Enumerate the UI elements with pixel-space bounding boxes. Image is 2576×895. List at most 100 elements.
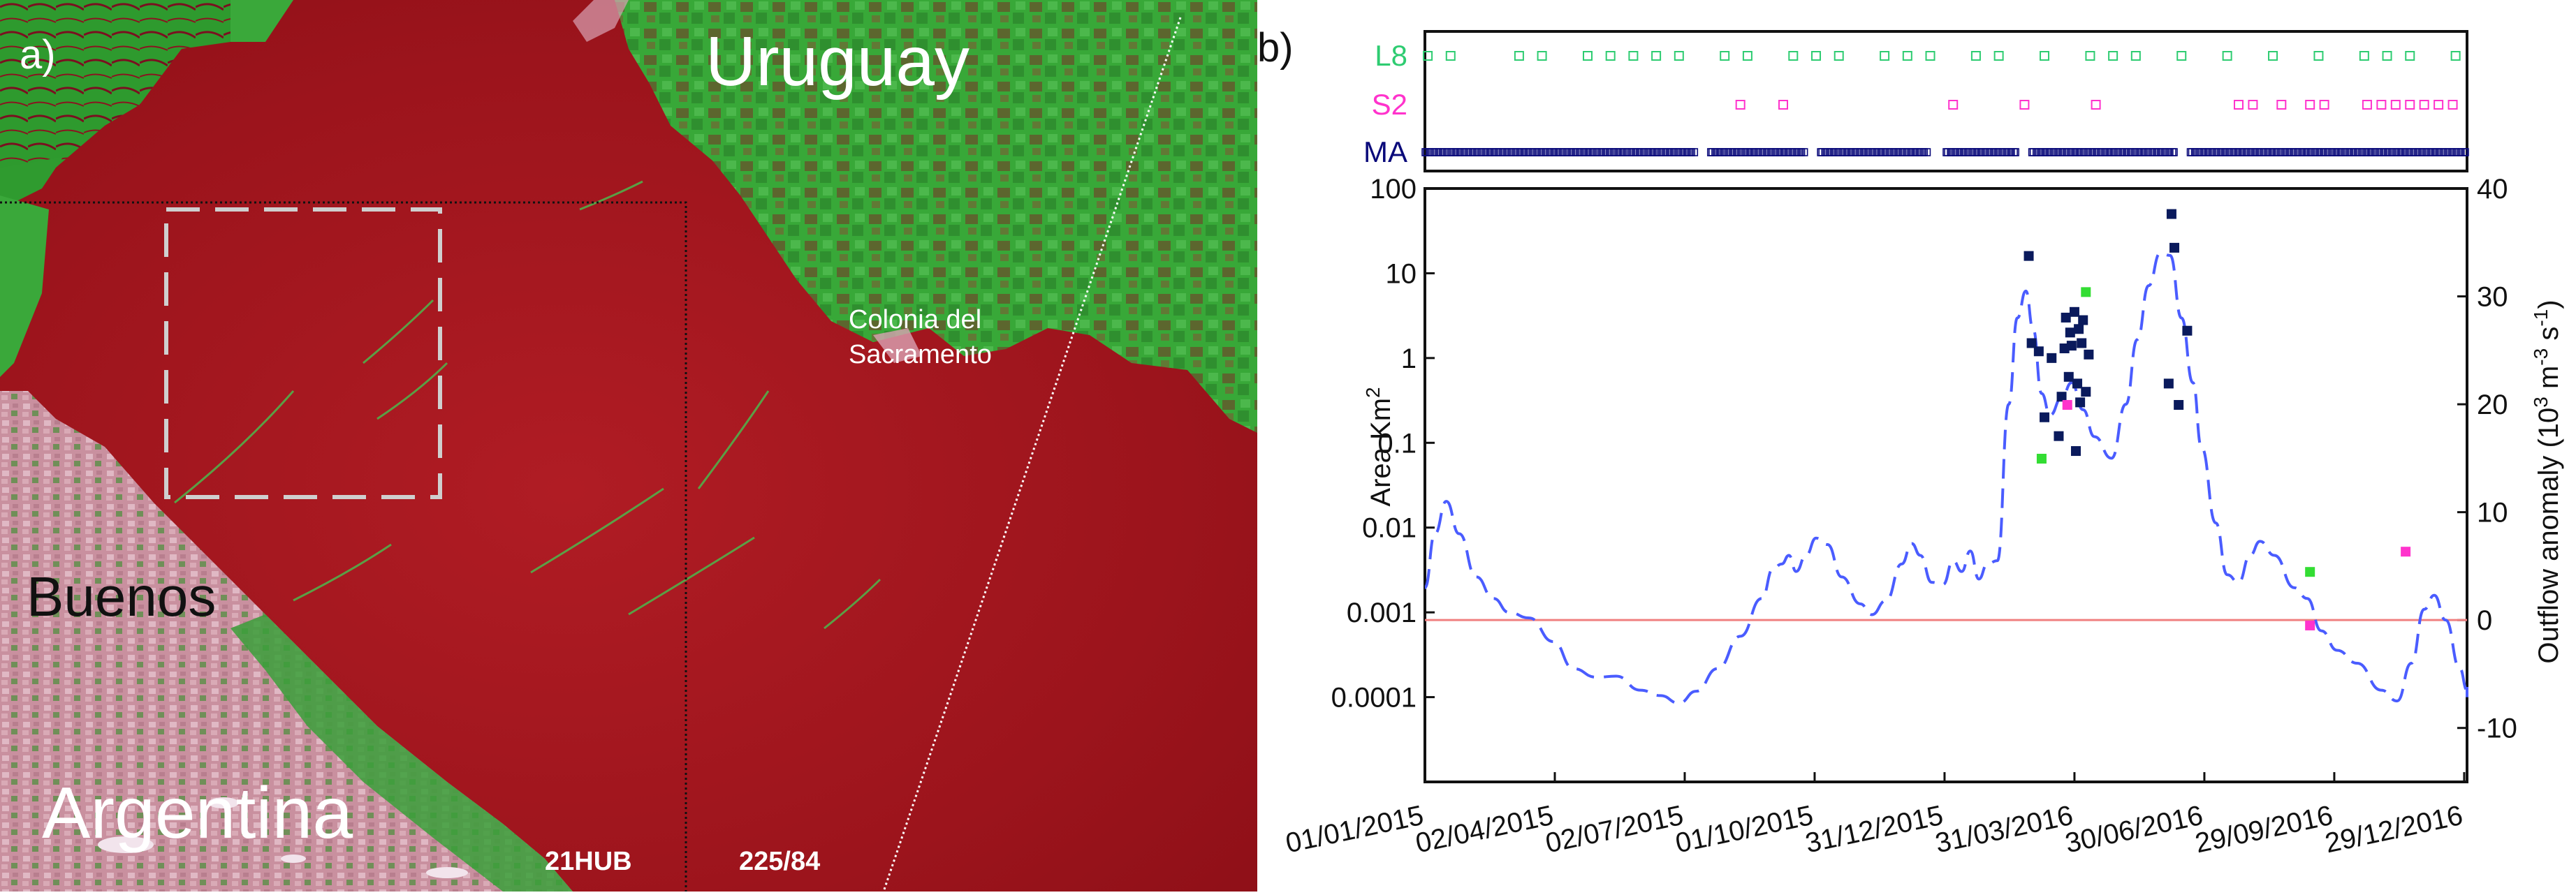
label-colonia-line2: Sacramento xyxy=(849,340,992,369)
point-ma xyxy=(2077,338,2087,348)
acq-mark-l8 xyxy=(2130,51,2141,61)
point-ma xyxy=(2081,387,2091,397)
acq-mark-s2 xyxy=(2405,100,2415,110)
point-ma xyxy=(2166,209,2176,219)
y-axis-label: Area Km2 xyxy=(1362,387,1397,506)
x-tick-label: 01/01/2015 xyxy=(1283,800,1426,859)
acq-mark-l8 xyxy=(2359,51,2369,61)
acquisition-legend: L8 S2 MA xyxy=(1363,39,1407,168)
y-tick-label: 0.01 xyxy=(1362,513,1417,544)
x-tick-label: 02/04/2015 xyxy=(1413,800,1556,859)
acq-mark-l8 xyxy=(1742,51,1752,61)
acq-mark-l8 xyxy=(1628,51,1639,61)
label-tile: 21HUB xyxy=(545,847,632,876)
point-ma xyxy=(2065,327,2075,338)
acq-mark-l8 xyxy=(2222,51,2232,61)
acquisition-marks xyxy=(1421,51,2469,156)
point-s2 xyxy=(2305,620,2315,630)
y-axis-right: 40 30 20 10 0 -10 xyxy=(2457,174,2517,744)
acq-mark-s2 xyxy=(2434,100,2444,110)
acquisition-panel-frame xyxy=(1424,30,2468,172)
acq-mark-s2 xyxy=(1948,100,1959,110)
acq-mark-s2 xyxy=(2447,100,2458,110)
point-ma xyxy=(2072,378,2083,389)
acq-mark-s2 xyxy=(2091,100,2101,110)
y-tick-label: 1 xyxy=(1401,343,1417,374)
point-ma xyxy=(2040,412,2050,422)
acq-mark-l8 xyxy=(1514,51,1524,61)
acq-mark-s2 xyxy=(2390,100,2401,110)
acq-mark-l8 xyxy=(1605,51,1616,61)
acq-mark-ma xyxy=(2462,148,2469,156)
point-l8 xyxy=(2305,567,2315,577)
y-tick-label: 0.001 xyxy=(1347,598,1417,628)
point-ma xyxy=(2182,325,2193,336)
acq-mark-s2 xyxy=(2305,100,2315,110)
acq-mark-s2 xyxy=(2419,100,2429,110)
acq-mark-l8 xyxy=(2382,51,2392,61)
acq-mark-l8 xyxy=(1445,51,1456,61)
satellite-image: a) Uruguay Colonia del Sacramento Buenos… xyxy=(0,0,1257,892)
acq-mark-l8 xyxy=(1902,51,1912,61)
point-ma xyxy=(2069,306,2079,317)
point-ma xyxy=(2078,315,2088,325)
x-tick-label: 01/10/2015 xyxy=(1673,800,1816,859)
point-ma xyxy=(2033,346,2044,357)
acq-mark-ma xyxy=(1924,148,1931,156)
point-ma xyxy=(2075,397,2086,408)
panel-b: b) L8 S2 MA 100 10 1 0.1 0.01 0.001 0.0001 40 30 2… xyxy=(1257,0,2576,892)
point-s2 xyxy=(2401,547,2411,557)
acq-mark-ma xyxy=(1801,148,1808,156)
acq-mark-l8 xyxy=(2313,51,2324,61)
x-tick-label: 31/03/2016 xyxy=(1933,800,2076,859)
x-tick-label: 29/09/2016 xyxy=(2193,800,2336,859)
y-tick-label: 10 xyxy=(1386,258,1417,289)
outflow-anomaly-line xyxy=(1424,251,2468,705)
acq-mark-l8 xyxy=(2108,51,2118,61)
x-tick-label: 29/12/2016 xyxy=(2322,800,2466,859)
acq-mark-l8 xyxy=(1582,51,1593,61)
point-ma xyxy=(2024,251,2034,261)
acq-mark-l8 xyxy=(1423,51,1433,61)
y2-tick-label: 0 xyxy=(2477,605,2492,636)
point-l8 xyxy=(2036,454,2047,464)
acq-mark-l8 xyxy=(1720,51,1730,61)
acq-mark-ma xyxy=(2171,148,2178,156)
acq-mark-s2 xyxy=(1735,100,1746,110)
acq-mark-l8 xyxy=(2085,51,2095,61)
acq-mark-l8 xyxy=(1970,51,1981,61)
uruguay-land xyxy=(615,0,1257,433)
tile-boundary xyxy=(0,201,687,892)
acq-mark-ma xyxy=(1691,148,1699,156)
y2-tick-label: 30 xyxy=(2477,282,2508,313)
point-ma xyxy=(2026,338,2037,348)
acq-mark-l8 xyxy=(2450,51,2461,61)
point-ma xyxy=(2047,353,2057,363)
point-ma xyxy=(2084,349,2094,360)
acq-mark-s2 xyxy=(2376,100,2387,110)
study-area-box xyxy=(164,207,442,499)
acq-mark-l8 xyxy=(1651,51,1662,61)
delta-land xyxy=(0,0,230,182)
label-colonia-line1: Colonia del xyxy=(849,305,981,334)
x-axis: 01/01/201502/04/201502/07/201501/10/2015… xyxy=(1283,772,2466,859)
x-tick-label: 30/06/2016 xyxy=(2063,800,2206,859)
acq-mark-ma xyxy=(2012,148,2019,156)
point-ma xyxy=(2054,431,2064,441)
algae-streaks xyxy=(174,180,881,630)
acq-mark-l8 xyxy=(1811,51,1822,61)
panel-a: a) Uruguay Colonia del Sacramento Buenos… xyxy=(0,0,1257,892)
y2-tick-label: -10 xyxy=(2477,713,2517,744)
point-ma xyxy=(2174,399,2184,410)
y2-tick-label: 10 xyxy=(2477,498,2508,528)
point-ma xyxy=(2063,371,2074,382)
acq-mark-l8 xyxy=(2405,51,2415,61)
y2-axis-label: Outflow anomaly (103 m-3 s-1) xyxy=(2530,299,2565,663)
acq-mark-s2 xyxy=(2276,100,2287,110)
acq-mark-s2 xyxy=(2362,100,2372,110)
legend-s2: S2 xyxy=(1372,88,1407,121)
acq-mark-l8 xyxy=(2040,51,2050,61)
acq-mark-s2 xyxy=(2233,100,2244,110)
acq-mark-l8 xyxy=(1788,51,1799,61)
acq-mark-s2 xyxy=(2019,100,2030,110)
